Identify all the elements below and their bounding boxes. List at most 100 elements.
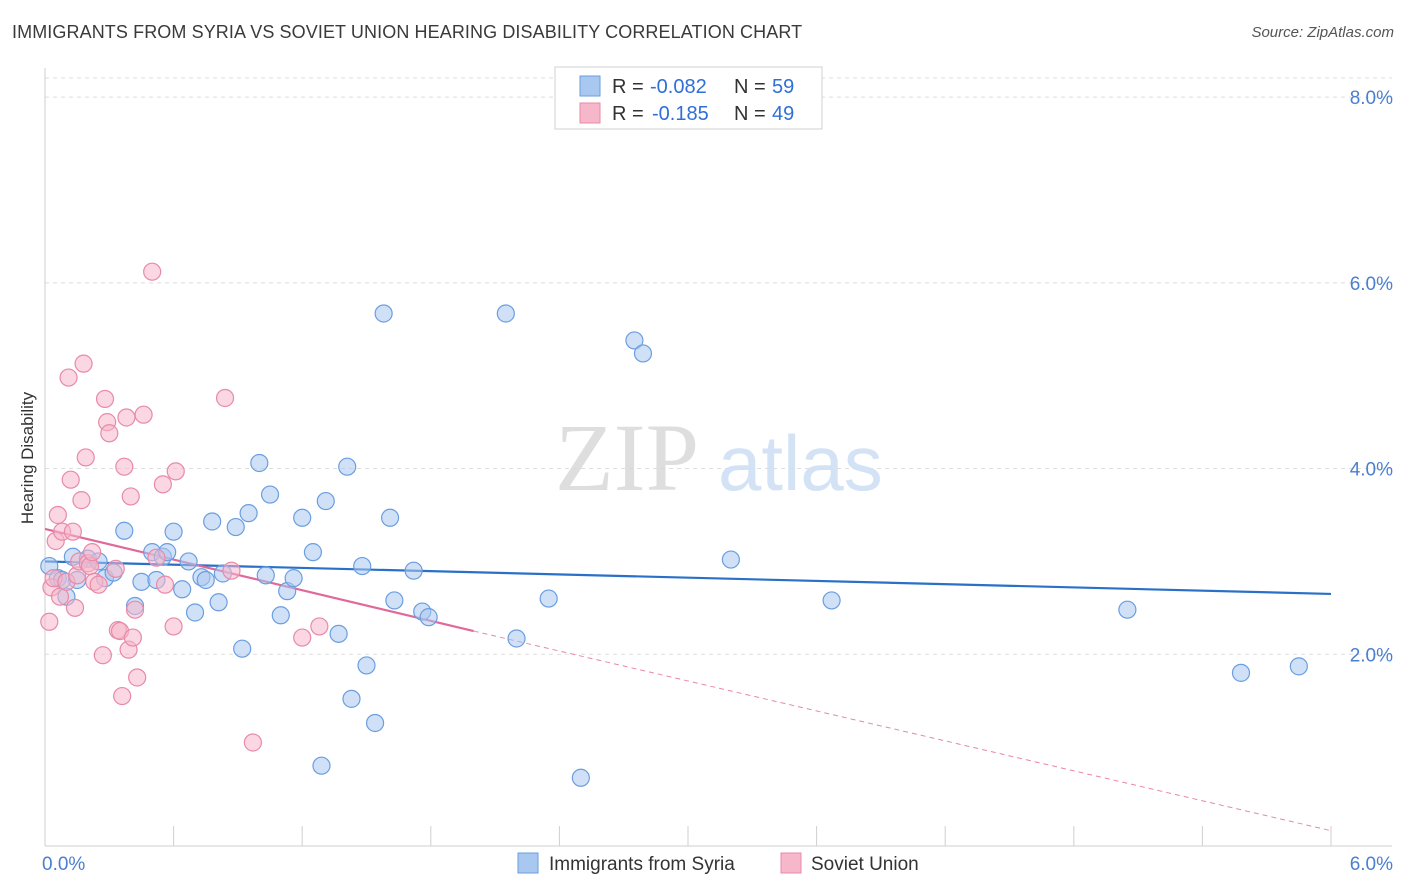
- point-syria-22: [196, 570, 215, 590]
- point-syria-61: [1289, 657, 1308, 676]
- grid-lines: [45, 77, 1392, 655]
- point-soviet-15: [74, 354, 93, 373]
- point-syria-54: [571, 768, 590, 787]
- point-syria-43: [357, 656, 376, 675]
- point-syria-17: [164, 522, 183, 541]
- trend-line-syria: [44, 560, 1332, 596]
- point-soviet-0: [40, 612, 59, 631]
- x-tick-label-0: 0.0%: [42, 854, 85, 875]
- point-syria-31: [260, 485, 280, 504]
- point-syria-56: [633, 344, 653, 363]
- point-soviet-8: [59, 368, 78, 387]
- point-syria-18: [173, 580, 192, 599]
- point-syria-27: [233, 639, 252, 658]
- legend-r-label-1: R =: [612, 76, 644, 98]
- point-soviet-39: [147, 548, 166, 567]
- point-soviet-29: [113, 686, 132, 706]
- series-legend-swatch-soviet: [780, 852, 802, 874]
- point-syria-32: [271, 606, 290, 625]
- y-tick-label-3: 8.0%: [1350, 88, 1393, 109]
- point-syria-60: [1231, 663, 1251, 682]
- point-syria-24: [209, 593, 228, 612]
- point-soviet-35: [125, 600, 145, 619]
- legend-n-value-1: 59: [772, 76, 794, 98]
- point-syria-37: [312, 756, 331, 775]
- point-syria-55: [625, 331, 644, 350]
- y-tick-label-0: 2.0%: [1350, 645, 1393, 666]
- point-syria-52: [507, 629, 526, 648]
- series-legend: Immigrants from Syria Soviet Union: [517, 852, 919, 875]
- y-tick-label-2: 6.0%: [1350, 274, 1393, 295]
- point-soviet-10: [63, 522, 82, 541]
- watermark: ZIP atlas: [555, 404, 883, 511]
- point-soviet-21: [89, 575, 108, 594]
- point-syria-58: [822, 591, 841, 610]
- point-soviet-16: [76, 448, 95, 467]
- legend-n-value-2: 49: [772, 103, 794, 125]
- point-syria-35: [293, 508, 312, 527]
- point-syria-48: [404, 561, 423, 580]
- point-syria-53: [539, 589, 558, 608]
- point-soviet-14: [72, 491, 91, 510]
- point-soviet-9: [61, 470, 80, 489]
- point-soviet-45: [222, 561, 241, 580]
- y-axis-label: Hearing Disability: [18, 391, 37, 524]
- point-soviet-36: [128, 668, 147, 687]
- point-soviet-41: [155, 575, 175, 594]
- point-syria-44: [365, 713, 385, 733]
- point-syria-42: [353, 556, 372, 576]
- point-soviet-43: [166, 462, 185, 481]
- chart-source: Source: ZipAtlas.com: [1251, 24, 1394, 41]
- point-soviet-30: [115, 457, 134, 476]
- point-syria-29: [250, 453, 269, 473]
- legend-swatch-soviet: [579, 102, 601, 124]
- point-syria-38: [316, 491, 335, 511]
- point-syria-57: [721, 550, 740, 569]
- point-soviet-31: [117, 408, 136, 427]
- point-soviet-23: [95, 389, 115, 409]
- legend-r-value-1: -0.082: [650, 76, 707, 98]
- point-soviet-47: [293, 628, 312, 647]
- point-soviet-44: [215, 388, 235, 408]
- point-soviet-37: [134, 405, 153, 424]
- x-tick-label-1: 6.0%: [1350, 854, 1393, 875]
- point-syria-39: [329, 624, 348, 643]
- point-syria-40: [338, 457, 357, 476]
- point-soviet-25: [100, 424, 119, 443]
- point-syria-51: [496, 304, 515, 323]
- point-soviet-42: [164, 617, 183, 636]
- point-syria-26: [226, 517, 245, 537]
- point-syria-10: [115, 521, 134, 540]
- point-syria-23: [203, 512, 222, 531]
- legend: R = -0.082 N = 59 R = -0.185 N = 49: [554, 66, 823, 130]
- point-soviet-22: [93, 646, 112, 665]
- axes: [44, 68, 1392, 847]
- point-syria-50: [419, 608, 438, 627]
- y-tick-label-1: 4.0%: [1350, 460, 1393, 481]
- chart-title: IMMIGRANTS FROM SYRIA VS SOVIET UNION HE…: [12, 22, 803, 42]
- legend-n-label-1: N =: [734, 76, 766, 98]
- point-soviet-38: [143, 262, 162, 281]
- trend-line-soviet-extension: [473, 630, 1332, 832]
- point-syria-45: [374, 304, 393, 323]
- point-syria-19: [179, 552, 198, 571]
- point-soviet-33: [121, 487, 140, 506]
- data-points: [40, 262, 1308, 787]
- legend-swatch-syria: [579, 75, 601, 97]
- watermark-zip: ZIP: [555, 404, 699, 511]
- point-soviet-48: [310, 617, 329, 636]
- series-legend-swatch-syria: [517, 852, 539, 874]
- point-soviet-34: [123, 628, 142, 647]
- point-syria-36: [303, 543, 323, 562]
- point-soviet-46: [243, 733, 263, 752]
- series-legend-label-soviet: Soviet Union: [811, 854, 919, 875]
- legend-n-label-2: N =: [734, 103, 766, 125]
- point-syria-12: [132, 572, 151, 591]
- point-syria-59: [1118, 600, 1137, 619]
- watermark-atlas: atlas: [718, 419, 883, 507]
- point-soviet-26: [106, 559, 125, 578]
- point-syria-34: [284, 569, 303, 588]
- point-syria-30: [256, 566, 275, 585]
- legend-r-value-2: -0.185: [652, 103, 709, 125]
- point-soviet-40: [153, 475, 172, 494]
